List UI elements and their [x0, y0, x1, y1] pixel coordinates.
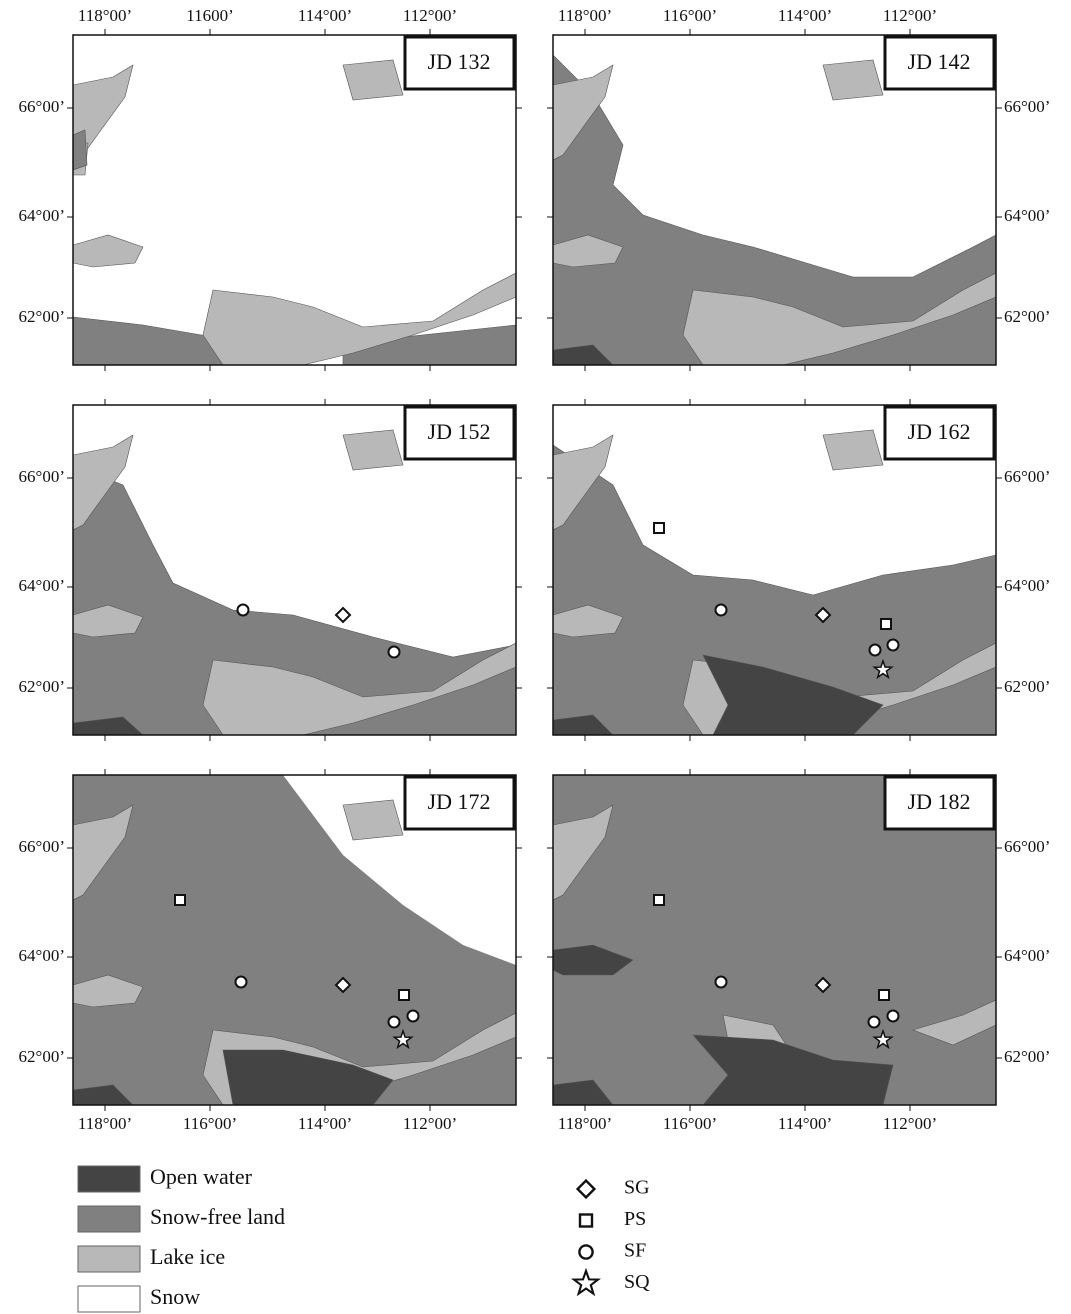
x-tick-label: 116°00’ [663, 1114, 717, 1133]
x-tick-label: 114°00’ [778, 1114, 832, 1133]
circle-marker [236, 977, 247, 988]
panel-label: JD 182 [908, 789, 971, 814]
diamond-marker [578, 1181, 595, 1198]
square-marker [654, 523, 664, 533]
legend-swatch [78, 1206, 140, 1232]
map-ice [823, 60, 883, 100]
circle-marker [389, 647, 400, 658]
y-tick-label: 66°00’ [19, 97, 65, 116]
legend-label: Open water [150, 1164, 253, 1189]
x-tick-label: 112°00’ [883, 1114, 937, 1133]
panel-label: JD 172 [428, 789, 491, 814]
y-tick-label: 64°00’ [19, 576, 65, 595]
y-tick-label: 64°00’ [19, 946, 65, 965]
figure: JD 132 118°00’ 11600’ 114°00’ 112°00’ 66°00’ 6… [0, 0, 1071, 1314]
square-marker [654, 895, 664, 905]
map-ice [343, 60, 403, 100]
legend-swatch [78, 1286, 140, 1312]
x-tick-label: 112°00’ [883, 6, 937, 25]
map-panel: JD 132 118°00’ 11600’ 114°00’ 112°00’ 66°00’ 6… [19, 6, 522, 371]
y-tick-label: 62°00’ [19, 1047, 65, 1066]
y-tick-label: 62°00’ [1004, 677, 1050, 696]
map-ice [343, 800, 403, 840]
y-tick-label: 64°00’ [1004, 946, 1050, 965]
legend-label: Snow-free land [150, 1204, 285, 1229]
panel-label: JD 152 [428, 419, 491, 444]
circle-marker [869, 1017, 880, 1028]
x-tick-label: 118°00’ [78, 6, 132, 25]
panel-label: JD 142 [908, 49, 971, 74]
legend-label: Lake ice [150, 1244, 225, 1269]
star-marker [574, 1271, 598, 1294]
legend-swatch [78, 1246, 140, 1272]
square-marker [399, 990, 409, 1000]
circle-marker [389, 1017, 400, 1028]
y-tick-label: 62°00’ [1004, 307, 1050, 326]
x-tick-label: 112°00’ [403, 1114, 457, 1133]
x-tick-label: 114°00’ [298, 1114, 352, 1133]
map-panel: JD 152 66°00’ 64°00’ 62°00’ [19, 399, 522, 741]
panel-label: JD 162 [908, 419, 971, 444]
map-panel: JD 162 66°00’ 64°00’ 62°00’ [547, 399, 1050, 741]
x-tick-label: 114°00’ [778, 6, 832, 25]
y-tick-label: 64°00’ [1004, 206, 1050, 225]
x-tick-label: 118°00’ [558, 6, 612, 25]
legend-swatch [78, 1166, 140, 1192]
square-marker [879, 990, 889, 1000]
y-tick-label: 64°00’ [1004, 576, 1050, 595]
y-tick-label: 66°00’ [1004, 467, 1050, 486]
circle-marker [238, 605, 249, 616]
y-tick-label: 66°00’ [1004, 837, 1050, 856]
circle-marker [870, 645, 881, 656]
y-tick-label: 62°00’ [19, 677, 65, 696]
legend-label: Snow [150, 1284, 200, 1309]
circle-marker [716, 977, 727, 988]
square-marker [175, 895, 185, 905]
map-panel: JD 182 118°00’ 116°00’ 114°00’ 112°00’ 66°00’… [547, 769, 1050, 1133]
legend-label: PS [624, 1208, 646, 1230]
map-ice [343, 430, 403, 470]
legend-label: SF [624, 1240, 646, 1262]
x-tick-label: 11600’ [186, 6, 234, 25]
x-tick-label: 114°00’ [298, 6, 352, 25]
y-tick-label: 66°00’ [1004, 97, 1050, 116]
x-tick-label: 118°00’ [558, 1114, 612, 1133]
circle-marker [716, 605, 727, 616]
panel-label: JD 132 [428, 49, 491, 74]
square-marker [580, 1215, 592, 1227]
legend-label: SG [624, 1177, 650, 1199]
square-marker [881, 619, 891, 629]
y-tick-label: 62°00’ [19, 307, 65, 326]
x-tick-label: 112°00’ [403, 6, 457, 25]
map-land [73, 130, 87, 170]
map-panel: JD 142 118°00’ 116°00’ 114°00’ 112°00’ 66°00’… [547, 6, 1050, 371]
circle-marker [579, 1245, 592, 1258]
x-tick-label: 118°00’ [78, 1114, 132, 1133]
legend-label: SQ [624, 1271, 650, 1293]
x-tick-label: 116°00’ [663, 6, 717, 25]
y-tick-label: 62°00’ [1004, 1047, 1050, 1066]
map-ice [823, 430, 883, 470]
y-tick-label: 64°00’ [19, 206, 65, 225]
circle-marker [408, 1011, 419, 1022]
y-tick-label: 66°00’ [19, 467, 65, 486]
circle-marker [888, 1011, 899, 1022]
x-tick-label: 116°00’ [183, 1114, 237, 1133]
y-tick-label: 66°00’ [19, 837, 65, 856]
map-panel: JD 172 118°00’ 116°00’ 114°00’ 112°00’ 66°00’… [19, 769, 522, 1133]
circle-marker [888, 640, 899, 651]
